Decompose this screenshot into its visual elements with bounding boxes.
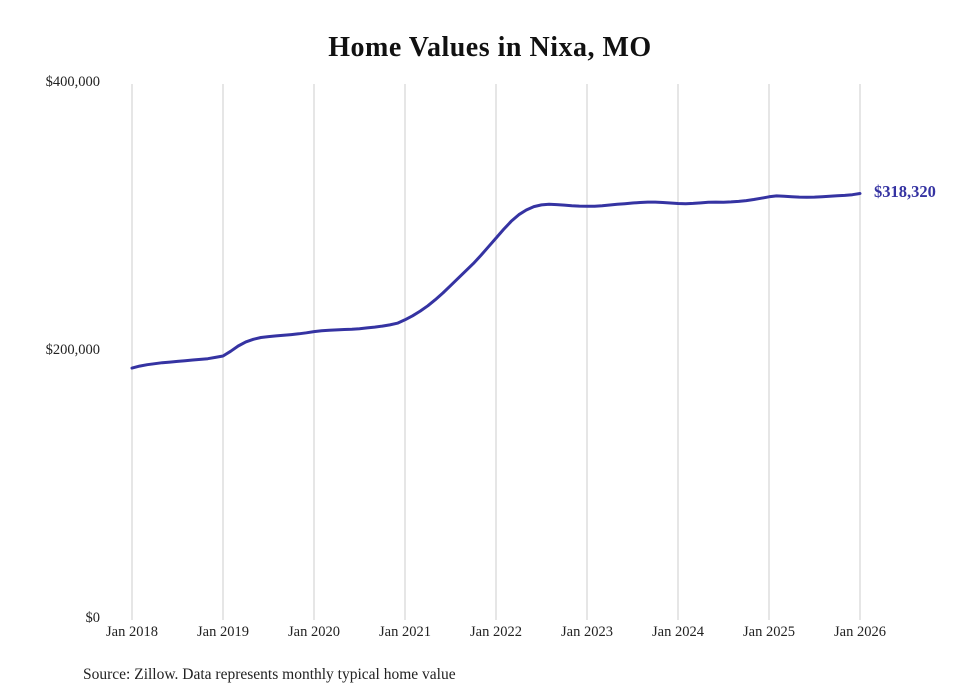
source-note: Source: Zillow. Data represents monthly … <box>83 666 456 683</box>
x-axis-tick-label: Jan 2022 <box>470 624 522 640</box>
y-axis-tick-label: $400,000 <box>45 74 100 90</box>
x-axis-tick-label: Jan 2018 <box>106 624 158 640</box>
x-axis-tick-label: Jan 2023 <box>561 624 613 640</box>
y-axis-tick-label: $200,000 <box>45 342 100 358</box>
x-axis-tick-label: Jan 2024 <box>652 624 704 640</box>
x-axis-tick-label: Jan 2025 <box>743 624 795 640</box>
home-value-line <box>130 192 862 370</box>
x-axis-tick-label: Jan 2021 <box>379 624 431 640</box>
x-axis-tick-label: Jan 2019 <box>197 624 249 640</box>
end-value-label: $318,320 <box>874 182 936 202</box>
x-axis-tick-label: Jan 2026 <box>834 624 886 640</box>
x-axis-tick-label: Jan 2020 <box>288 624 340 640</box>
y-axis-tick-label: $0 <box>85 610 101 626</box>
chart-title: Home Values in Nixa, MO <box>328 32 652 63</box>
